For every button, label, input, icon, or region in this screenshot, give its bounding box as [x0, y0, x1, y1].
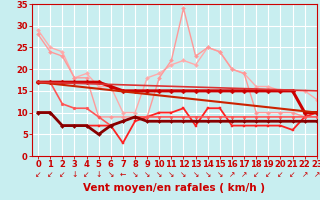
Text: ↘: ↘: [204, 170, 211, 179]
Text: ↘: ↘: [156, 170, 163, 179]
Text: ↙: ↙: [47, 170, 53, 179]
Text: ↘: ↘: [144, 170, 150, 179]
Text: ↗: ↗: [314, 170, 320, 179]
Text: ↗: ↗: [229, 170, 235, 179]
Text: ↙: ↙: [59, 170, 66, 179]
Text: ↙: ↙: [265, 170, 271, 179]
Text: ↓: ↓: [71, 170, 78, 179]
Text: ↓: ↓: [95, 170, 102, 179]
Text: ↙: ↙: [83, 170, 90, 179]
Text: ↙: ↙: [289, 170, 296, 179]
Text: ↘: ↘: [192, 170, 199, 179]
Text: ↙: ↙: [35, 170, 41, 179]
Text: ↘: ↘: [108, 170, 114, 179]
Text: ←: ←: [120, 170, 126, 179]
X-axis label: Vent moyen/en rafales ( km/h ): Vent moyen/en rafales ( km/h ): [84, 183, 265, 193]
Text: ↘: ↘: [217, 170, 223, 179]
Text: ↘: ↘: [180, 170, 187, 179]
Text: ↘: ↘: [132, 170, 138, 179]
Text: ↘: ↘: [168, 170, 174, 179]
Text: ↙: ↙: [277, 170, 284, 179]
Text: ↙: ↙: [253, 170, 260, 179]
Text: ↗: ↗: [241, 170, 247, 179]
Text: ↗: ↗: [301, 170, 308, 179]
